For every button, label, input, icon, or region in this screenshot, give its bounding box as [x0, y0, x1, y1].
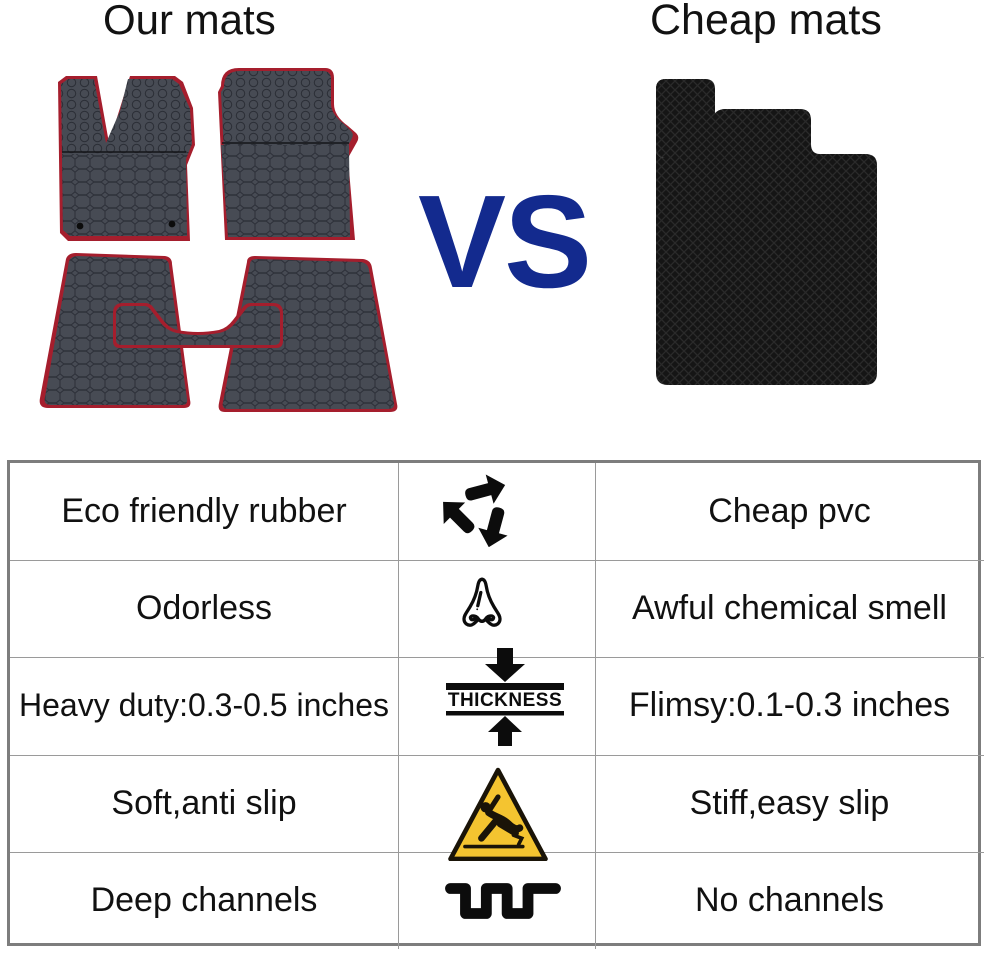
svg-text:THICKNESS: THICKNESS: [448, 690, 562, 711]
svg-text:VS: VS: [418, 168, 590, 315]
